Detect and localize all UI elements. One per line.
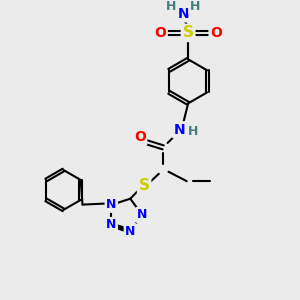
Text: H: H <box>166 0 177 13</box>
Text: O: O <box>134 130 146 144</box>
Text: N: N <box>106 198 116 212</box>
Text: N: N <box>137 208 147 221</box>
Text: O: O <box>210 26 222 40</box>
Text: S: S <box>183 26 194 40</box>
Text: S: S <box>139 178 150 193</box>
Text: N: N <box>178 7 190 21</box>
Text: H: H <box>188 125 199 138</box>
Text: O: O <box>154 26 166 40</box>
Text: N: N <box>173 123 185 137</box>
Text: N: N <box>106 218 116 231</box>
Text: H: H <box>190 0 200 13</box>
Text: N: N <box>125 225 136 238</box>
